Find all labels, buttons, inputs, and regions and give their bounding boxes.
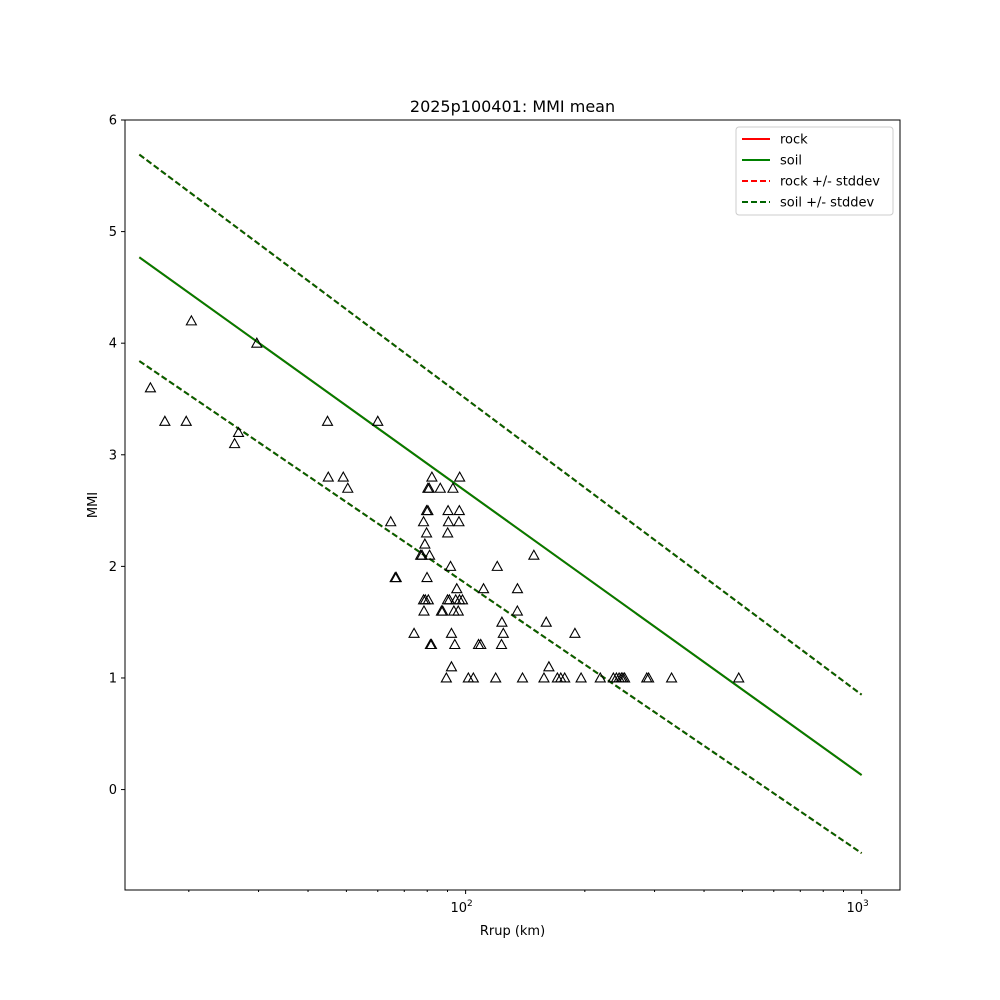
y-tick-label-3: 3 [109,448,117,463]
y-axis-label: MMI [86,492,101,518]
legend-box [735,126,894,216]
plot-frame [124,119,901,891]
data-point-34 [434,482,447,493]
data-point-66 [497,627,510,638]
data-point-26 [421,504,434,516]
y-axis-ticks: 0 1 2 3 4 5 6 [109,114,125,798]
data-point-11 [371,415,384,426]
data-point-6 [250,337,263,348]
data-point-30 [423,549,436,560]
data-point-53 [453,504,466,516]
data-point-85 [618,671,631,683]
data-point-79 [594,671,607,683]
chart-title: 2025p100401: MMI mean [410,97,615,116]
x-axis-ticks: 102 103 [188,890,869,916]
x-axis-label: Rrup (km) [480,924,545,939]
data-point-46 [447,482,459,493]
x-tick-label-base-0: 10 [450,901,467,916]
data-point-58 [467,671,480,683]
data-point-37 [440,671,453,683]
data-point-56 [456,593,469,605]
data-point-78 [575,671,588,683]
data-point-52 [453,515,465,527]
data-point-3 [185,314,198,326]
data-point-8 [322,470,335,482]
data-point-76 [558,671,571,683]
y-tick-label-5: 5 [109,225,117,240]
data-point-0 [144,381,157,393]
data-point-87 [642,671,655,683]
data-point-5 [232,426,245,438]
data-point-89 [732,671,745,683]
x-tick-label-1: 103 [846,899,868,916]
data-point-71 [538,671,550,683]
data-point-45 [445,660,458,672]
y-tick-label-4: 4 [109,337,117,352]
data-point-21 [418,537,431,549]
data-point-4 [228,437,241,449]
data-point-12 [384,515,397,527]
data-point-41 [442,515,455,527]
legend-label-2: rock +/- stddev [780,175,880,190]
data-point-67 [511,604,524,616]
data-point-33 [425,470,438,482]
data-point-32 [425,638,438,650]
data-point-14 [390,571,403,583]
data-point-44 [445,627,458,638]
line-stddev-bound-5 [138,360,863,855]
legend-label-3: soil +/- stddev [780,196,875,211]
x-tick-label-base-1: 10 [846,901,863,916]
data-point-68 [511,582,524,594]
data-point-28 [422,593,435,605]
data-point-43 [444,560,457,571]
data-point-1 [158,415,171,426]
data-point-70 [527,549,540,560]
data-point-19 [417,515,430,527]
x-tick-label-exp-0: 2 [467,899,473,909]
data-point-24 [420,526,433,538]
data-point-7 [321,415,334,426]
line-soil-stddev-4 [138,153,863,696]
y-tick-label-2: 2 [109,560,117,575]
data-point-25 [421,571,433,583]
data-point-40 [442,504,455,516]
data-point-50 [450,582,463,594]
x-tick-label-0: 102 [450,899,472,916]
data-point-39 [441,526,454,538]
data-point-48 [448,638,461,650]
x-tick-label-exp-1: 3 [863,899,869,909]
legend: rock soil rock +/- stddev soil +/- stddev [735,126,894,216]
legend-label-1: soil [780,154,802,169]
data-point-88 [665,671,678,683]
data-point-55 [453,470,466,482]
data-point-62 [489,671,502,683]
data-point-72 [540,616,553,627]
data-point-64 [495,638,508,650]
data-point-10 [341,482,354,493]
plot-content [138,153,863,855]
data-point-29 [423,482,436,493]
y-tick-label-6: 6 [109,114,117,129]
data-point-36 [436,604,449,616]
y-tick-label-1: 1 [109,671,117,686]
data-point-73 [542,660,555,672]
data-point-20 [418,604,430,616]
data-point-9 [337,470,350,482]
data-point-17 [416,549,428,560]
data-point-15 [408,627,420,638]
data-point-51 [452,604,465,616]
data-point-2 [180,415,193,426]
data-point-63 [491,560,504,571]
data-point-42 [443,593,456,605]
legend-label-0: rock [780,133,808,148]
data-point-77 [568,627,581,638]
data-point-61 [477,582,490,594]
data-point-60 [474,638,487,650]
data-point-69 [516,671,529,683]
y-tick-label-0: 0 [109,783,117,798]
data-point-65 [495,616,508,627]
